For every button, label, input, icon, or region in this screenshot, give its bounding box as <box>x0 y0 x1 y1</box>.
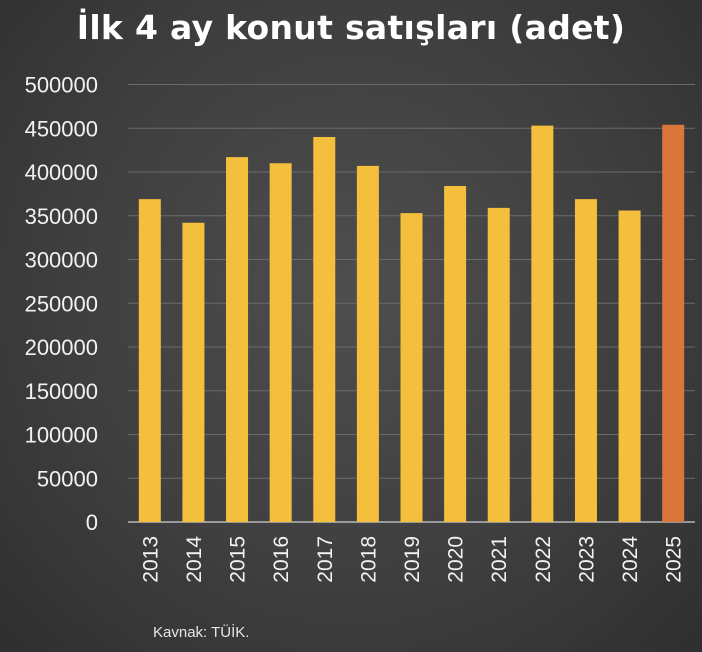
chart-title: İlk 4 ay konut satışları (adet) <box>76 8 626 47</box>
x-tick-label: 2024 <box>619 536 642 583</box>
x-tick-label: 2021 <box>488 536 511 583</box>
x-tick-label: 2014 <box>183 536 206 583</box>
bar <box>487 207 510 522</box>
x-tick-label: 2025 <box>663 536 686 583</box>
bar-highlight <box>662 124 685 522</box>
x-tick-label: 2016 <box>270 536 293 583</box>
x-tick-label: 2019 <box>401 536 424 583</box>
x-tick-label: 2022 <box>532 536 555 583</box>
bar <box>531 125 554 522</box>
y-tick-label: 100000 <box>25 423 98 448</box>
y-tick-label: 400000 <box>25 160 98 185</box>
bar <box>138 199 161 522</box>
y-tick-label: 500000 <box>25 73 98 98</box>
y-tick-label: 350000 <box>25 204 98 229</box>
x-tick-label: 2013 <box>139 536 162 583</box>
bar <box>400 213 423 522</box>
source-note: Kavnak: TÜİK. <box>153 624 250 641</box>
bar <box>313 137 336 522</box>
y-tick-label: 200000 <box>25 335 98 360</box>
x-tick-label: 2023 <box>575 536 598 583</box>
bar <box>618 210 641 522</box>
y-tick-label: 150000 <box>25 379 98 404</box>
bar <box>356 165 379 522</box>
bar <box>226 157 249 522</box>
x-tick-label: 2018 <box>357 536 380 583</box>
y-tick-label: 300000 <box>25 248 98 273</box>
bar <box>444 186 467 522</box>
x-tick-label: 2017 <box>314 536 337 583</box>
y-tick-label: 450000 <box>25 116 98 141</box>
y-tick-label: 50000 <box>37 466 98 491</box>
bar <box>182 222 205 522</box>
bar <box>574 199 597 522</box>
bar <box>269 163 292 522</box>
y-tick-label: 0 <box>86 510 98 535</box>
y-tick-label: 250000 <box>25 291 98 316</box>
x-tick-label: 2015 <box>227 536 250 583</box>
x-tick-label: 2020 <box>445 536 468 583</box>
